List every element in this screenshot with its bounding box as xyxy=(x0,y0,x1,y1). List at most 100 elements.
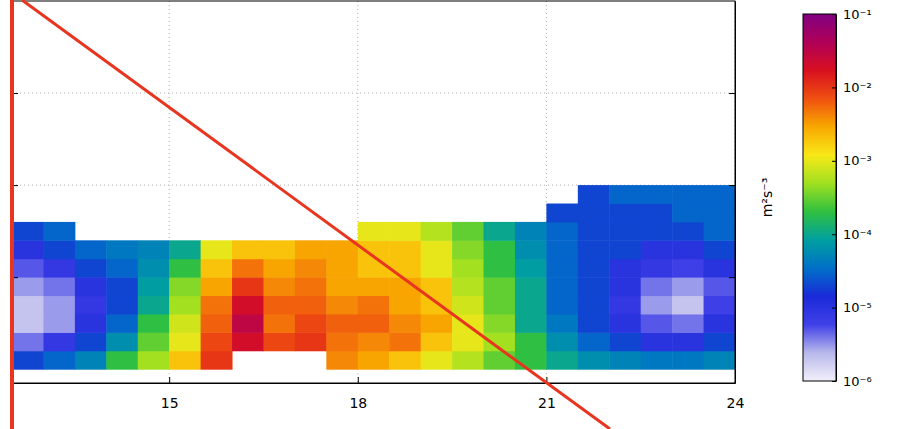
cell xyxy=(232,332,264,351)
colorbar-tick-label: 10⁻⁴ xyxy=(843,227,872,242)
cell xyxy=(672,296,704,315)
cell xyxy=(389,332,421,351)
cell xyxy=(263,277,295,296)
cell xyxy=(515,296,547,315)
cell xyxy=(75,332,107,351)
cell xyxy=(641,296,673,315)
cell xyxy=(43,296,75,315)
cell xyxy=(672,277,704,296)
cell xyxy=(12,259,44,278)
cell xyxy=(263,259,295,278)
colorbar-tick-label: 10⁻¹ xyxy=(843,7,872,22)
y-axis-right-tick-mark xyxy=(729,277,735,278)
cell xyxy=(484,296,516,315)
cell xyxy=(358,277,390,296)
cell xyxy=(138,259,170,278)
cell xyxy=(578,332,610,351)
cell xyxy=(169,296,201,315)
cell xyxy=(138,296,170,315)
cell xyxy=(546,332,578,351)
grid xyxy=(12,1,735,383)
cell xyxy=(43,351,75,370)
cell xyxy=(484,351,516,370)
colorbar-tick: 10⁻³ xyxy=(832,153,872,168)
cell xyxy=(452,240,484,259)
cell xyxy=(326,314,358,333)
cell xyxy=(609,204,641,223)
cell xyxy=(358,351,390,370)
cell xyxy=(609,222,641,241)
cell xyxy=(704,259,735,278)
cell xyxy=(484,259,516,278)
cell xyxy=(546,222,578,241)
cell xyxy=(421,222,453,241)
colorbar-tick: 10⁻² xyxy=(832,80,872,95)
cell xyxy=(578,204,610,223)
colorbar-tick: 10⁻⁴ xyxy=(832,227,872,242)
cell xyxy=(201,296,233,315)
cell xyxy=(138,314,170,333)
overlay-vertical-line xyxy=(10,0,14,429)
cell xyxy=(201,259,233,278)
overlay xyxy=(12,0,610,429)
cell xyxy=(546,240,578,259)
cell xyxy=(138,351,170,370)
cell xyxy=(546,314,578,333)
cell xyxy=(295,240,327,259)
cell xyxy=(515,277,547,296)
colorbar-tick-mark xyxy=(832,161,836,162)
cell xyxy=(201,240,233,259)
cell xyxy=(484,240,516,259)
colorbar-tick-mark xyxy=(832,308,836,309)
overlay-diagonal-line xyxy=(22,0,610,429)
cell xyxy=(672,185,704,204)
cell xyxy=(515,314,547,333)
cell xyxy=(389,296,421,315)
cell xyxy=(515,240,547,259)
plot-background xyxy=(12,1,735,383)
colorbar-tick-label: 10⁻⁵ xyxy=(843,300,872,315)
cell xyxy=(641,314,673,333)
cell xyxy=(704,185,735,204)
x-tick-mark xyxy=(169,377,170,383)
cell xyxy=(609,259,641,278)
colorbar-tick-mark xyxy=(832,234,836,235)
cell xyxy=(295,332,327,351)
cell xyxy=(389,222,421,241)
cell xyxy=(75,314,107,333)
cell xyxy=(609,332,641,351)
y-axis-right xyxy=(729,2,736,384)
colorbar-tick: 10⁻¹ xyxy=(832,7,872,22)
cell xyxy=(201,314,233,333)
grid-line-y xyxy=(12,93,735,94)
cell xyxy=(263,332,295,351)
cell xyxy=(43,314,75,333)
cell xyxy=(641,185,673,204)
cell xyxy=(232,240,264,259)
cell xyxy=(106,351,138,370)
cell xyxy=(169,332,201,351)
cell xyxy=(12,314,44,333)
cell xyxy=(578,277,610,296)
cell xyxy=(12,222,44,241)
cell xyxy=(43,259,75,278)
cell xyxy=(389,351,421,370)
cell xyxy=(641,332,673,351)
cell xyxy=(263,296,295,315)
cell xyxy=(672,314,704,333)
cell xyxy=(75,351,107,370)
cell xyxy=(232,277,264,296)
cell xyxy=(326,296,358,315)
colorbar-tick: 10⁻⁵ xyxy=(832,300,872,315)
cell xyxy=(452,259,484,278)
colorbar-label: m²s⁻³ xyxy=(759,178,775,218)
cell xyxy=(452,296,484,315)
cell xyxy=(452,277,484,296)
cell xyxy=(326,277,358,296)
cell xyxy=(169,259,201,278)
cell xyxy=(609,277,641,296)
cell xyxy=(138,277,170,296)
cell xyxy=(421,240,453,259)
cell xyxy=(326,259,358,278)
colorbar-tick-label: 10⁻⁶ xyxy=(843,374,872,389)
